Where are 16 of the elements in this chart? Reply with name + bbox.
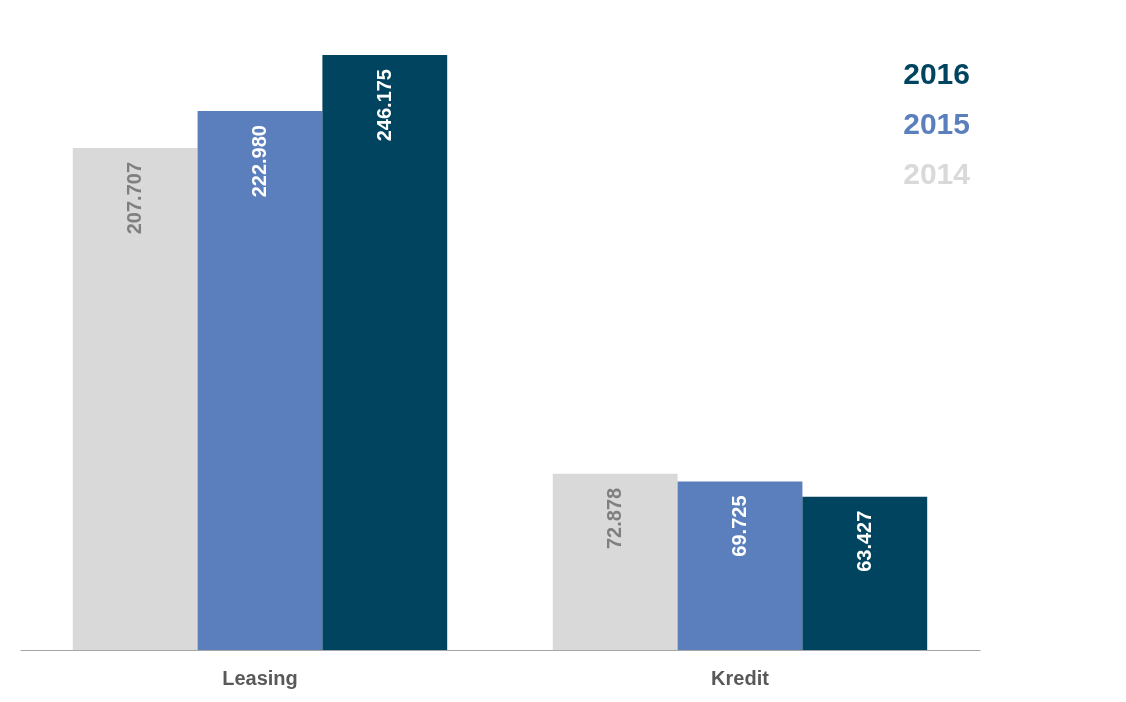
data-label: 246.175 bbox=[372, 69, 395, 142]
bar bbox=[197, 111, 323, 650]
data-label: 63.427 bbox=[852, 510, 875, 572]
bar bbox=[72, 147, 198, 650]
data-label: 207.707 bbox=[123, 161, 146, 235]
data-label: 72.878 bbox=[603, 487, 626, 550]
bar bbox=[552, 473, 678, 650]
text: 2016 bbox=[903, 57, 970, 90]
bar bbox=[322, 55, 448, 650]
data-label: 69.725 bbox=[728, 495, 750, 557]
bar bbox=[677, 481, 803, 650]
text: 2015 bbox=[903, 107, 970, 140]
bar bbox=[802, 496, 928, 650]
x-tick-label: Leasing bbox=[222, 666, 298, 689]
x-tick-label: Kredit bbox=[711, 666, 770, 689]
data-label: 222.980 bbox=[248, 125, 270, 198]
